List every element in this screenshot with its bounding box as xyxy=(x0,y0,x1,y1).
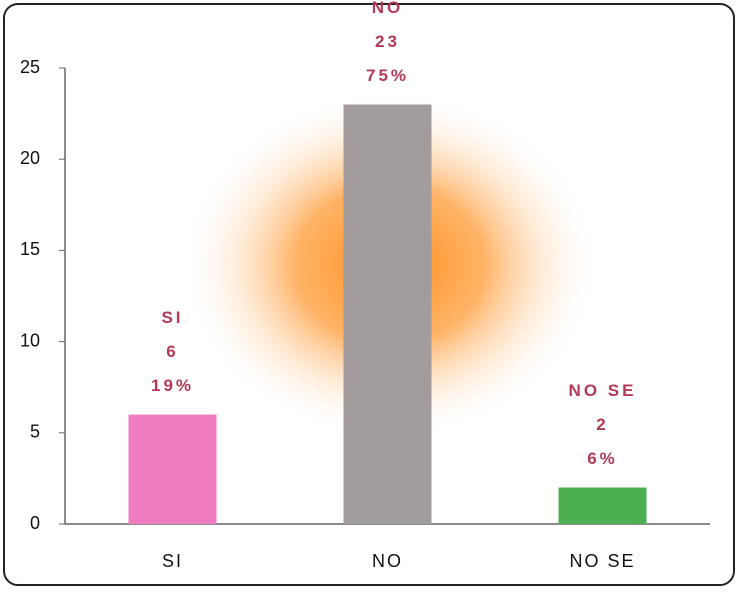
data-label-value: 23 xyxy=(375,32,400,51)
data-label-name: SI xyxy=(161,308,183,327)
bar xyxy=(128,414,217,524)
data-label-name: NO xyxy=(372,0,404,17)
y-tick-label: 5 xyxy=(30,422,40,442)
data-label-percent: 6% xyxy=(587,449,618,468)
y-tick-label: 25 xyxy=(20,57,40,77)
x-tick-label: NO xyxy=(372,551,403,571)
x-tick-label: SI xyxy=(162,551,183,571)
y-tick-label: 20 xyxy=(20,148,40,168)
y-tick-label: 15 xyxy=(20,239,40,259)
data-label-name: NO SE xyxy=(569,381,637,400)
data-label-value: 6 xyxy=(166,342,178,361)
data-label-percent: 19% xyxy=(151,376,194,395)
x-tick-label: NO SE xyxy=(569,551,635,571)
bar xyxy=(558,487,647,524)
y-tick-label: 0 xyxy=(30,513,40,533)
data-label-value: 2 xyxy=(596,415,608,434)
data-label-percent: 75% xyxy=(366,66,409,85)
y-tick-label: 10 xyxy=(20,330,40,350)
bar xyxy=(343,104,432,524)
